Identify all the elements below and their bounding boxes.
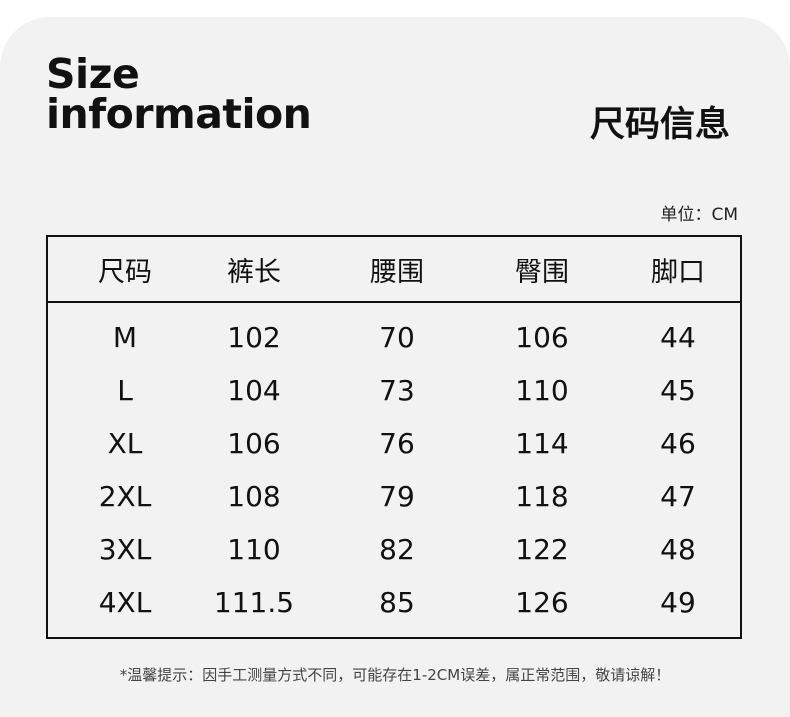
table-cell: 110 — [227, 533, 281, 566]
table-cell: 46 — [660, 427, 696, 460]
table-cell: 3XL — [98, 533, 152, 566]
table-cell: 114 — [515, 427, 569, 460]
table-cell: 49 — [660, 586, 696, 619]
size-table: 尺码 裤长 腰围 臀围 脚口 M 102 70 106 44 L 104 73 110 45 XL 106 76… — [46, 235, 742, 639]
table-cell: 106 — [227, 427, 281, 460]
background-card — [0, 17, 790, 717]
table-cell: 110 — [515, 374, 569, 407]
table-cell: 47 — [660, 480, 696, 513]
table-row: XL 106 76 114 46 — [48, 427, 740, 480]
column-header: 尺码 — [98, 257, 152, 288]
table-cell: 126 — [515, 586, 569, 619]
column-header: 裤长 — [227, 257, 281, 288]
table-cell: XL — [107, 427, 143, 460]
column-header: 腰围 — [370, 257, 424, 288]
title-chinese: 尺码信息 — [589, 105, 730, 145]
column-header: 臀围 — [515, 257, 569, 288]
unit-label: 单位：CM — [660, 205, 738, 225]
table-cell: 48 — [660, 533, 696, 566]
table-cell: 76 — [379, 427, 415, 460]
table-row: 3XL 110 82 122 48 — [48, 533, 740, 586]
table-cell: 82 — [379, 533, 415, 566]
table-row: L 104 73 110 45 — [48, 374, 740, 427]
table-header: 尺码 裤长 腰围 臀围 脚口 — [48, 237, 740, 303]
table-row: M 102 70 106 44 — [48, 321, 740, 374]
title-line-2: information — [46, 90, 312, 138]
table-cell: 108 — [227, 480, 281, 513]
table-cell: 111.5 — [213, 586, 295, 619]
table-cell: M — [112, 321, 138, 354]
title-english: Size information — [46, 50, 312, 138]
table-cell: 44 — [660, 321, 696, 354]
table-cell: L — [117, 374, 133, 407]
table-cell: 118 — [515, 480, 569, 513]
table-cell: 102 — [227, 321, 281, 354]
table-row: 4XL 111.5 85 126 49 — [48, 586, 740, 639]
table-cell: 85 — [379, 586, 415, 619]
table-row: 2XL 108 79 118 47 — [48, 480, 740, 533]
table-cell: 4XL — [98, 586, 152, 619]
table-cell: 45 — [660, 374, 696, 407]
table-cell: 106 — [515, 321, 569, 354]
table-cell: 79 — [379, 480, 415, 513]
table-cell: 70 — [379, 321, 415, 354]
title-line-1: Size — [46, 50, 140, 98]
column-header: 脚口 — [651, 257, 705, 288]
table-cell: 122 — [515, 533, 569, 566]
table-cell: 73 — [379, 374, 415, 407]
table-cell: 2XL — [98, 480, 152, 513]
measurement-note: *温馨提示：因手工测量方式不同，可能存在1-2CM误差，属正常范围，敬请谅解！ — [119, 666, 671, 684]
table-cell: 104 — [227, 374, 281, 407]
